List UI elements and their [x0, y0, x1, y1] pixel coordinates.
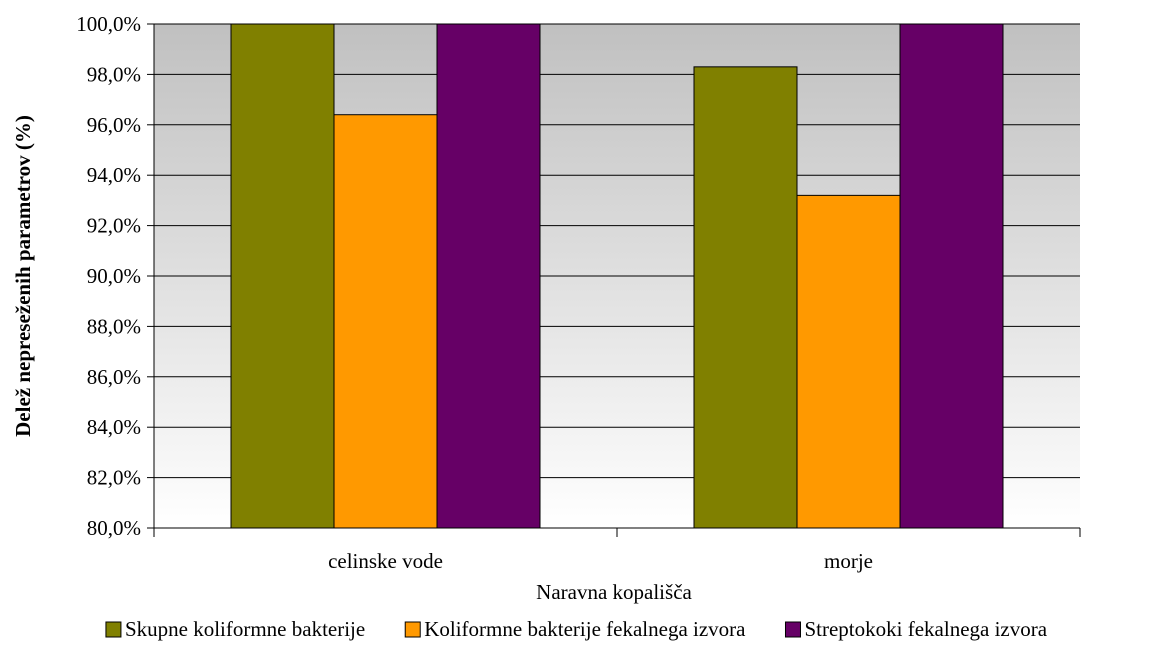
y-tick-label: 94,0%: [87, 163, 141, 187]
y-tick-labels: 80,0% 82,0% 84,0% 86,0% 88,0% 90,0% 92,0% 94,0%…: [76, 12, 141, 540]
bar: [693, 66, 798, 529]
y-tick-label: 86,0%: [87, 365, 141, 389]
x-tick-label: celinske vode: [328, 549, 443, 573]
y-axis-title: Delež nepreseženih parametrov (%): [11, 115, 35, 437]
y-tick-label: 100,0%: [76, 12, 141, 36]
bar: [796, 194, 901, 529]
y-tick-label: 98,0%: [87, 62, 141, 86]
y-tick-label: 90,0%: [87, 264, 141, 288]
bar: [333, 114, 438, 529]
axes: [147, 23, 1081, 537]
legend-swatch: [105, 621, 122, 638]
y-tick-label: 92,0%: [87, 214, 141, 238]
legend-swatch: [784, 621, 801, 638]
bars: [230, 23, 1004, 529]
y-tick-label: 84,0%: [87, 415, 141, 439]
x-axis-title: Naravna kopališča: [536, 580, 692, 604]
bar: [436, 23, 541, 529]
y-tick-label: 96,0%: [87, 113, 141, 137]
bar: [230, 23, 335, 529]
bar: [899, 23, 1004, 529]
legend-label: Koliformne bakterije fekalnega izvora: [424, 617, 746, 641]
y-tick-label: 80,0%: [87, 516, 141, 540]
legend: Skupne koliformne bakterije Koliformne ba…: [105, 617, 1048, 641]
y-tick-label: 88,0%: [87, 314, 141, 338]
legend-item: Streptokoki fekalnega izvora: [784, 617, 1048, 641]
legend-label: Streptokoki fekalnega izvora: [804, 617, 1047, 641]
legend-item: Skupne koliformne bakterije: [105, 617, 365, 641]
y-tick-label: 82,0%: [87, 466, 141, 490]
legend-item: Koliformne bakterije fekalnega izvora: [404, 617, 746, 641]
x-tick-label: morje: [824, 549, 873, 573]
x-tick-labels: celinske vode morje: [328, 549, 873, 573]
legend-swatch: [404, 621, 421, 638]
legend-label: Skupne koliformne bakterije: [125, 617, 365, 641]
